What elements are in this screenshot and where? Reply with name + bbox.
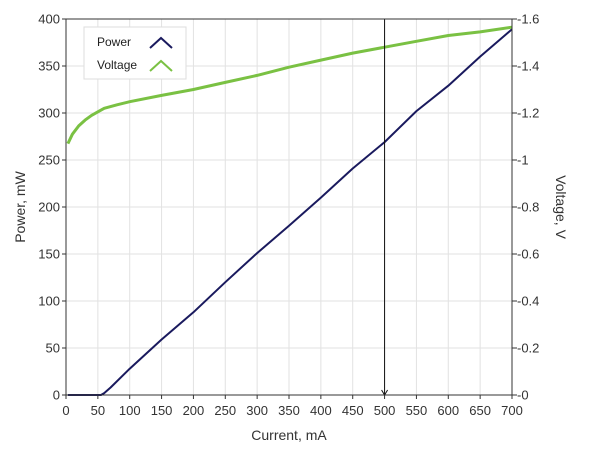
y-left-tick-label: 350 (38, 59, 60, 74)
y-right-tick-label: -0.2 (517, 341, 539, 356)
x-tick-label: 550 (406, 403, 428, 418)
legend-swatch-voltage (149, 59, 173, 72)
y-left-tick-label: 50 (46, 341, 60, 356)
y-right-tick-label: -0.4 (517, 294, 539, 309)
x-tick-label: 150 (151, 403, 173, 418)
y-left-axis-ticks: 0 50 100 150 200 250 300 350 400 (38, 12, 66, 403)
x-tick-label: 600 (437, 403, 459, 418)
x-tick-label: 400 (310, 403, 332, 418)
x-tick-label: 450 (342, 403, 364, 418)
x-tick-label: 650 (469, 403, 491, 418)
legend-label-voltage: Voltage (97, 58, 137, 72)
x-tick-label: 300 (246, 403, 268, 418)
y-right-tick-label: -0.6 (517, 247, 539, 262)
x-tick-label: 0 (62, 403, 69, 418)
y-right-tick-label: -1.2 (517, 106, 539, 121)
y-right-tick-label: -1.6 (517, 12, 539, 27)
y-right-tick-label: -0 (517, 388, 529, 403)
x-axis-ticks: 0 50 100 150 200 250 300 350 400 450 500 550 600 650 7… (62, 395, 523, 418)
legend-box (83, 26, 187, 80)
plot-border (65, 18, 513, 396)
y-left-axis-title: Power, mW (12, 170, 28, 242)
x-tick-label: 700 (501, 403, 523, 418)
x-tick-label: 250 (214, 403, 236, 418)
x-axis-title: Current, mA (251, 427, 327, 443)
y-left-tick-label: 200 (38, 200, 60, 215)
x-tick-label: 350 (278, 403, 300, 418)
y-right-tick-label: -1 (517, 153, 529, 168)
y-left-tick-label: 400 (38, 12, 60, 27)
legend-swatch-power (149, 36, 173, 49)
y-left-tick-label: 150 (38, 247, 60, 262)
y-left-tick-label: 100 (38, 294, 60, 309)
x-tick-label: 500 (374, 403, 396, 418)
y-right-axis-title: Voltage, V (553, 175, 569, 239)
y-right-tick-label: -0.8 (517, 200, 539, 215)
y-right-axis-ticks: -0 -0.2 -0.4 -0.6 -0.8 -1 -1.2 -1.4 -1.6 (512, 12, 539, 403)
x-tick-label: 200 (183, 403, 205, 418)
y-right-tick-label: -1.4 (517, 59, 539, 74)
legend[interactable]: Power Voltage (83, 26, 187, 80)
x-tick-label: 100 (119, 403, 141, 418)
legend-label-power: Power (97, 35, 131, 49)
y-left-tick-label: 0 (53, 388, 60, 403)
series-line-voltage (66, 25, 513, 145)
y-left-tick-label: 250 (38, 153, 60, 168)
y-left-tick-label: 300 (38, 106, 60, 121)
x-tick-label: 50 (91, 403, 105, 418)
